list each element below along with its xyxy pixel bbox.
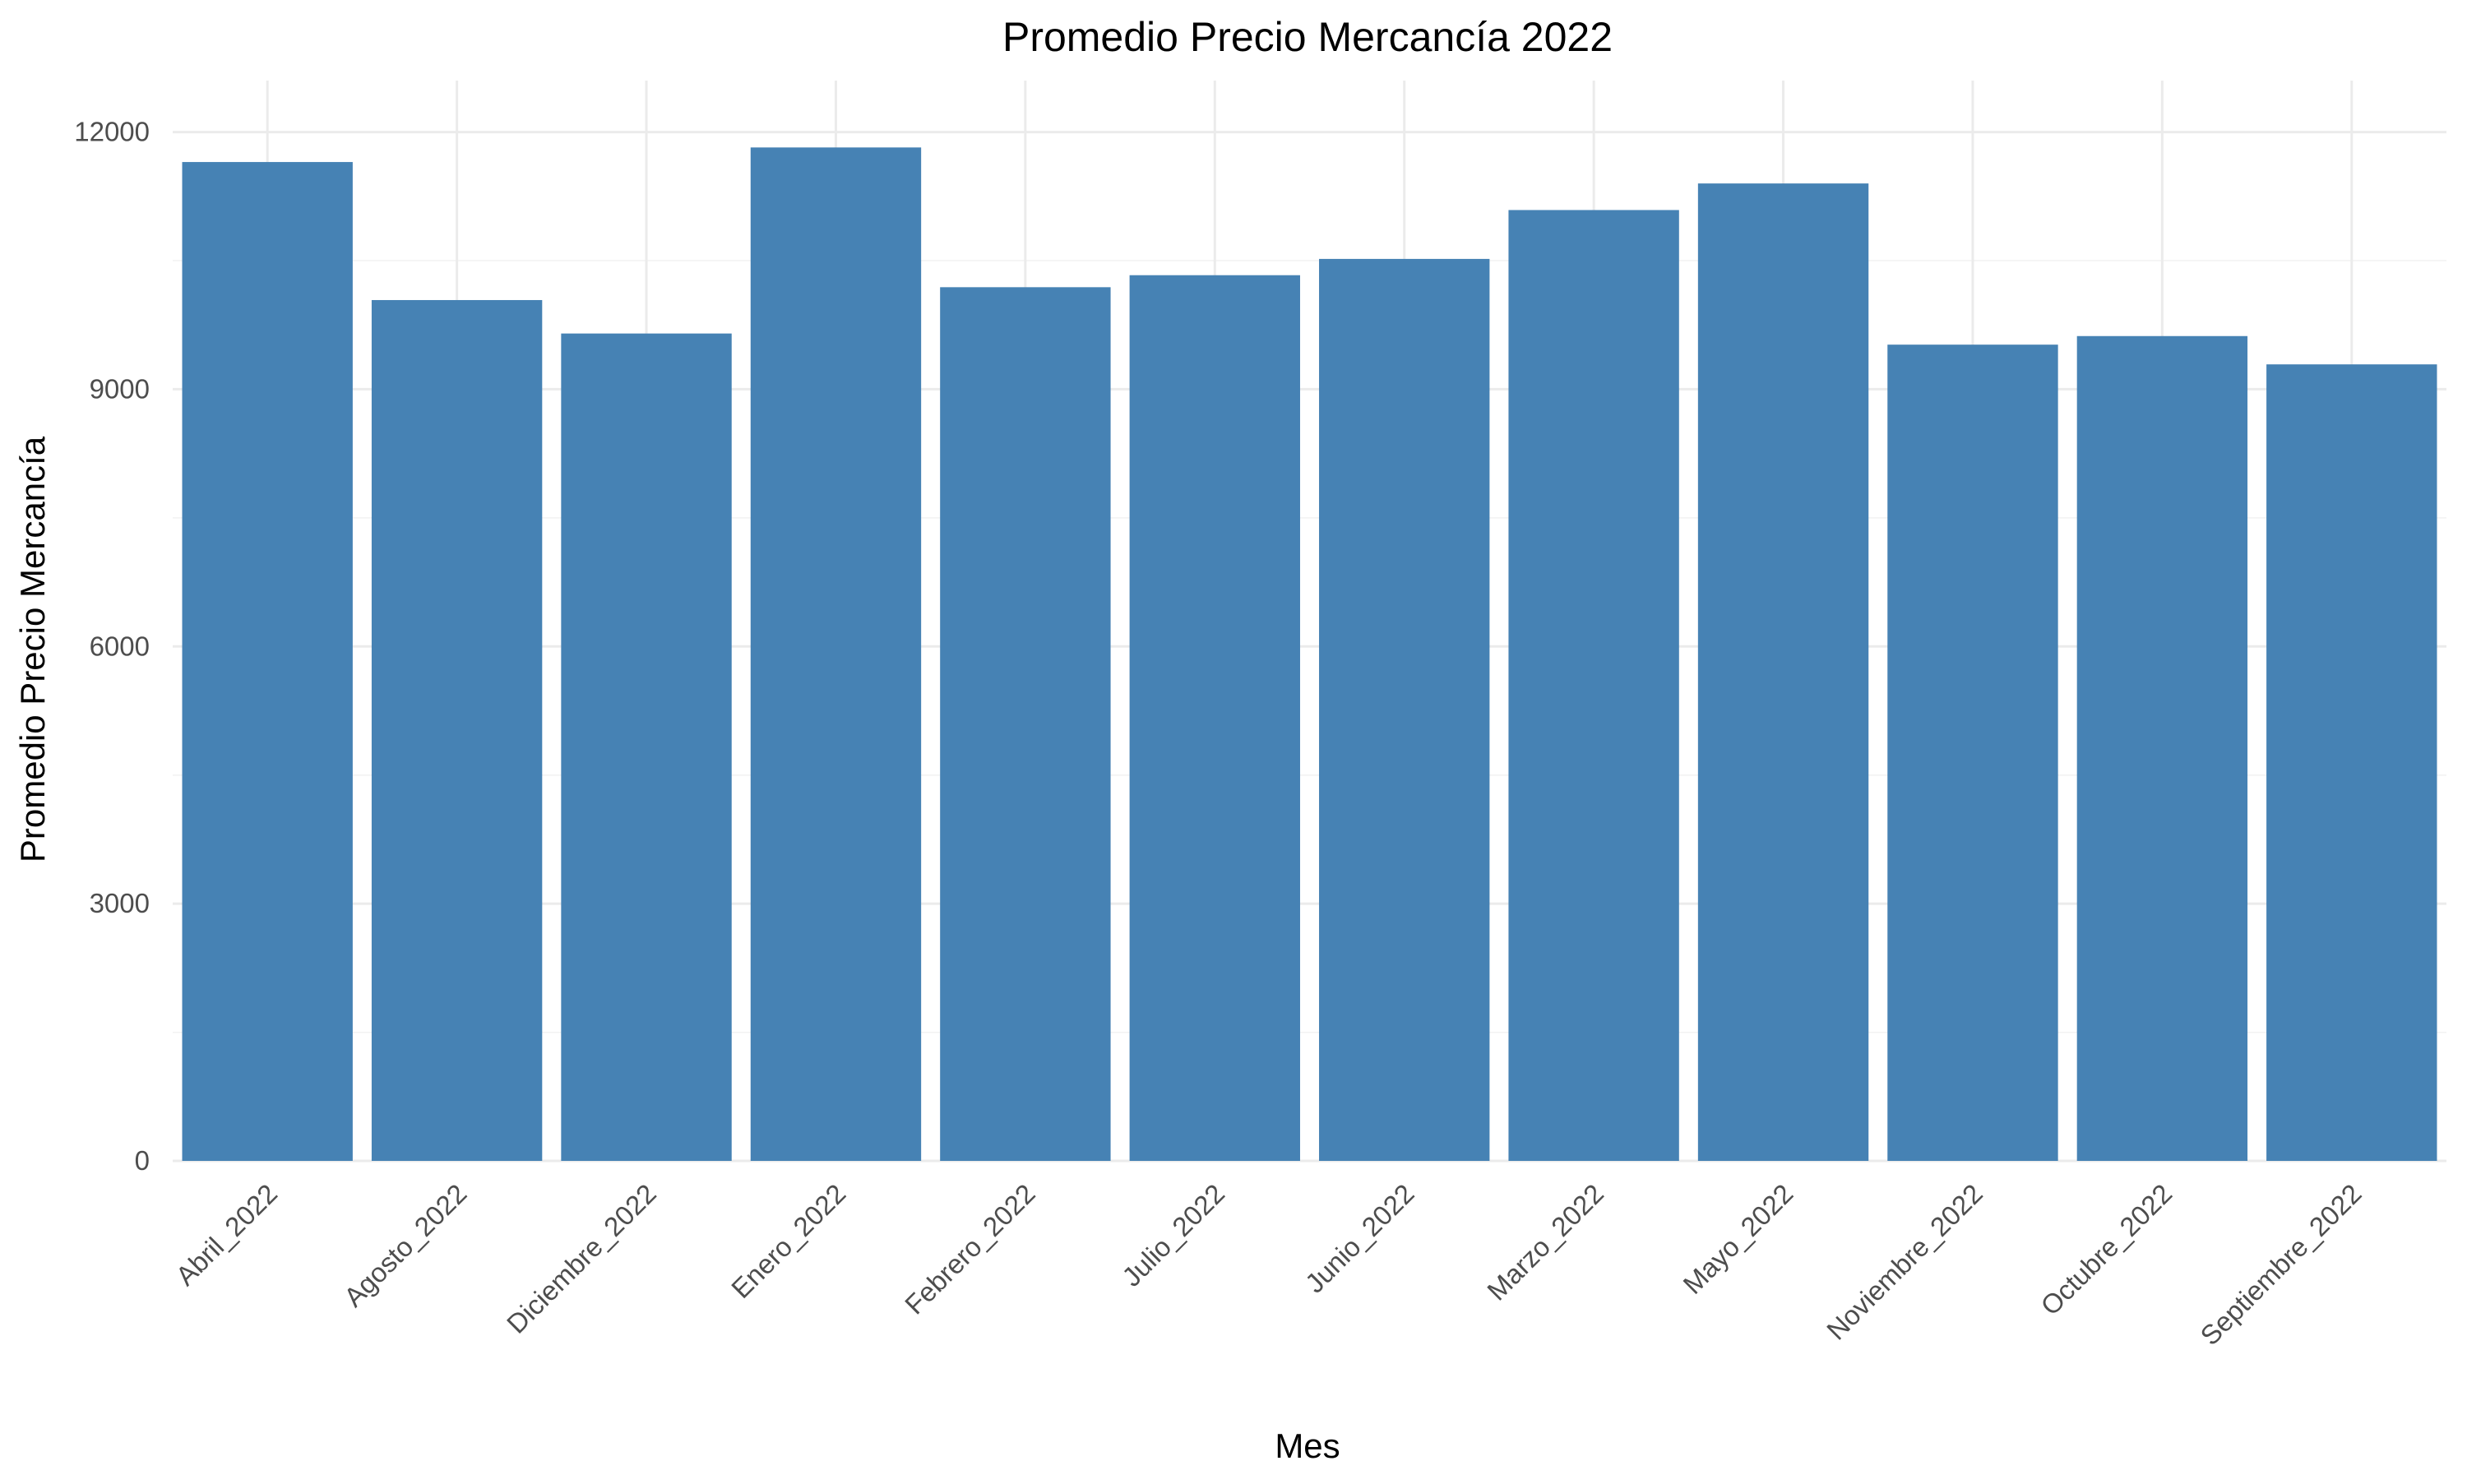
y-axis-ticks: 0 3000 6000 9000 12000 (74, 117, 150, 1176)
x-tick-label: Octubre_2022 (2034, 1178, 2178, 1321)
bar (2266, 364, 2437, 1162)
y-tick-label: 9000 (90, 373, 150, 404)
x-tick-label: Enero_2022 (725, 1178, 851, 1304)
x-tick-label: Diciembre_2022 (501, 1178, 662, 1339)
x-tick-label: Noviembre_2022 (1821, 1178, 1988, 1346)
y-axis-title: Promedio Precio Mercancía (13, 436, 52, 862)
bar (371, 299, 543, 1161)
y-tick-label: 12000 (74, 117, 150, 147)
bar (1887, 344, 2058, 1161)
bar (1129, 275, 1300, 1162)
x-tick-label: Septiembre_2022 (2194, 1178, 2367, 1351)
bars-layer (182, 147, 2437, 1162)
x-tick-label: Abril_2022 (169, 1178, 283, 1292)
y-tick-label: 6000 (90, 631, 150, 661)
x-axis-ticks: Abril_2022 Agosto_2022 Diciembre_2022 Enero… (169, 1178, 2367, 1351)
x-axis-title: Mes (1275, 1426, 1340, 1465)
bar (561, 333, 732, 1162)
bar (750, 147, 922, 1161)
x-tick-label: Febrero_2022 (899, 1178, 1041, 1320)
y-tick-label: 3000 (90, 888, 150, 918)
x-tick-label: Agosto_2022 (338, 1178, 473, 1313)
bar (1508, 210, 1679, 1161)
x-tick-label: Junio_2022 (1299, 1178, 1420, 1299)
x-tick-label: Julio_2022 (1116, 1178, 1230, 1292)
x-tick-label: Marzo_2022 (1481, 1178, 1609, 1306)
bar (1697, 183, 1869, 1162)
bar (2076, 335, 2248, 1161)
chart-title: Promedio Precio Mercancía 2022 (1002, 14, 1613, 60)
bar (1319, 258, 1490, 1161)
bar (940, 287, 1111, 1161)
x-tick-label: Mayo_2022 (1677, 1178, 1798, 1300)
y-tick-label: 0 (135, 1145, 150, 1176)
bar (182, 162, 353, 1162)
